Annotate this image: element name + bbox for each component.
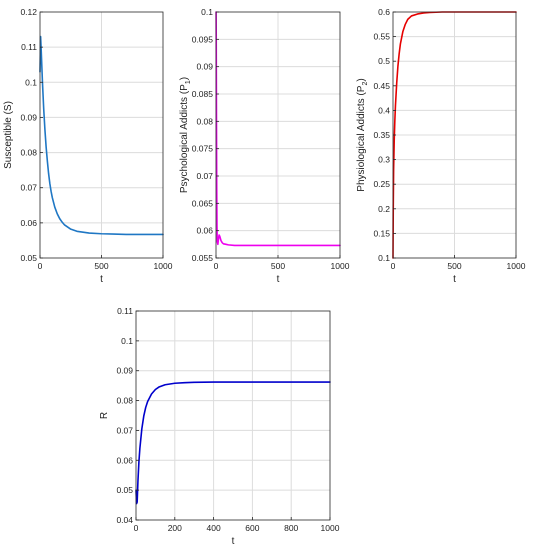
y-tick-label: 0.065 [192, 198, 214, 208]
series-line [135, 381, 331, 505]
y-tick-label: 0.35 [373, 130, 390, 140]
y-tick-label: 0.09 [20, 112, 37, 122]
chart-panel-psychological-addicts: 0 500 1000 0.055 0.06 0.065 0.07 0.075 0.08 0.085… [179, 7, 350, 285]
y-tick-label: 0.05 [20, 253, 37, 263]
chart-panel-susceptible: 0 500 1000 0.05 0.06 0.07 0.08 0.09 0.1 0.11 0.12 t… [3, 7, 173, 285]
y-tick-label: 0.04 [116, 515, 133, 525]
x-tick-label: 200 [168, 523, 182, 533]
y-tick-label: 0.1 [121, 336, 133, 346]
x-axis-label: t [100, 274, 103, 285]
y-tick-label: 0.55 [373, 32, 390, 42]
x-tick-label: 400 [207, 523, 221, 533]
y-tick-label: 0.07 [20, 183, 37, 193]
y-tick-label: 0.4 [378, 105, 390, 115]
y-tick-label: 0.3 [378, 155, 390, 165]
y-axis-label-subscript: 2 [362, 82, 369, 86]
y-tick-label: 0.06 [196, 226, 213, 236]
y-axis-label: R [99, 412, 110, 419]
x-tick-label: 500 [94, 261, 108, 271]
x-tick-label: 500 [271, 261, 285, 271]
y-tick-label: 0.45 [373, 81, 390, 91]
y-axis-label: Susceptible (S) [3, 101, 14, 169]
y-tick-label: 0.08 [116, 396, 133, 406]
y-tick-label: 0.11 [21, 42, 37, 52]
x-tick-label: 0 [38, 261, 43, 271]
y-axis-label-subscript: 1 [185, 80, 192, 84]
y-tick-label: 0.1 [378, 253, 390, 263]
x-tick-label: 0 [391, 261, 396, 271]
x-tick-label: 1000 [507, 261, 526, 271]
y-axis-label-text: Physiological Addicts (P [356, 85, 367, 191]
x-tick-label: 500 [447, 261, 461, 271]
y-tick-label: 0.085 [192, 89, 214, 99]
x-axis-label: t [232, 536, 235, 547]
axes-frame [135, 310, 331, 521]
x-tick-label: 600 [245, 523, 259, 533]
y-axis-label-close: ) [356, 78, 367, 81]
chart-panel-physiological-addicts: 0 500 1000 0.1 0.15 0.2 0.25 0.3 0.35 0.4 0.45 0.5 0… [356, 7, 526, 285]
y-tick-label: 0.055 [192, 253, 214, 263]
y-tick-label: 0.08 [20, 148, 37, 158]
x-axis-label: t [453, 274, 456, 285]
y-tick-label: 0.09 [196, 62, 213, 72]
x-axis-label: t [277, 274, 280, 285]
x-tick-label: 0 [214, 261, 219, 271]
y-tick-label: 0.25 [373, 179, 390, 189]
y-tick-label: 0.12 [20, 7, 37, 17]
y-tick-label: 0.1 [25, 77, 37, 87]
y-tick-label: 0.15 [373, 228, 390, 238]
y-tick-label: 0.09 [116, 366, 133, 376]
y-tick-label: 0.08 [196, 116, 213, 126]
x-tick-label: 1000 [154, 261, 173, 271]
series-line [39, 35, 164, 236]
x-tick-label: 800 [284, 523, 298, 533]
y-tick-label: 0.095 [192, 34, 214, 44]
y-tick-label: 0.07 [116, 425, 133, 435]
y-tick-label: 0.2 [378, 204, 390, 214]
y-tick-label: 0.5 [378, 56, 390, 66]
y-axis-label: Psychological Addicts (P1) [179, 77, 192, 193]
y-tick-label: 0.075 [192, 144, 214, 154]
y-tick-label: 0.11 [117, 306, 133, 316]
y-tick-label: 0.05 [116, 485, 133, 495]
y-tick-label: 0.06 [20, 218, 37, 228]
x-tick-label: 1000 [321, 523, 340, 533]
y-axis-label-close: ) [179, 77, 190, 80]
y-axis-label: Physiological Addicts (P2) [356, 78, 369, 191]
series-line [215, 11, 341, 247]
plot-area [136, 311, 330, 520]
y-tick-label: 0.1 [201, 7, 213, 17]
x-tick-label: 0 [134, 523, 139, 533]
x-tick-label: 1000 [331, 261, 350, 271]
y-tick-label: 0.07 [196, 171, 213, 181]
y-tick-label: 0.6 [378, 7, 390, 17]
y-tick-label: 0.06 [116, 455, 133, 465]
chart-panel-recovered: 0 200 400 600 800 1000 0.04 0.05 0.06 0.07 0.08 0.0… [99, 306, 340, 547]
y-axis-label-text: Psychological Addicts (P [179, 84, 190, 193]
